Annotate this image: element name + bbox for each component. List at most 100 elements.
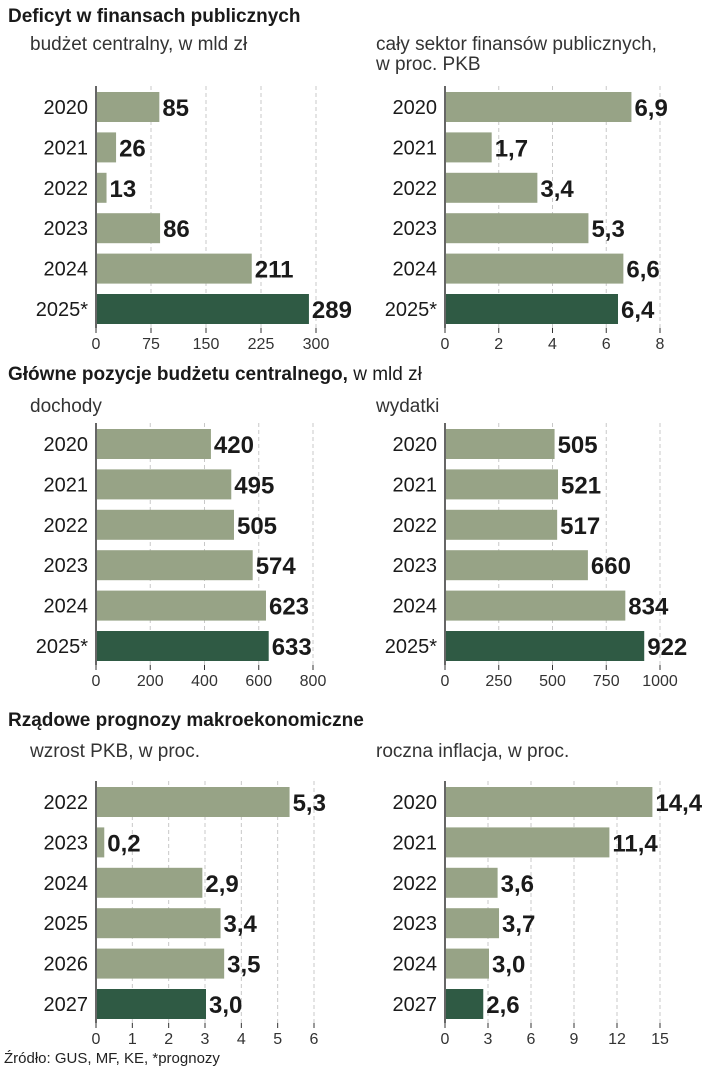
- tick-label: 0: [441, 336, 450, 353]
- bar: [446, 590, 626, 621]
- category-label: 2022: [393, 178, 438, 200]
- chart-panel-2: dochody 0 200 400 600 800 2020 420 2021 495 2022 50…: [30, 396, 326, 690]
- chart-panel-1: cały sektor finansów publicznych,w proc.…: [375, 34, 668, 353]
- tick-label: 6: [310, 1031, 319, 1048]
- tick-label: 8: [656, 336, 665, 353]
- category-label: 2024: [44, 873, 89, 895]
- tick-label: 225: [248, 336, 275, 353]
- tick-label: 12: [608, 1031, 626, 1048]
- data-label: 2,6: [486, 992, 519, 1019]
- data-label: 2,9: [205, 871, 238, 898]
- tick-label: 400: [191, 673, 218, 690]
- tick-label: 0: [92, 673, 101, 690]
- bar: [97, 92, 160, 122]
- tick-label: 2: [494, 336, 503, 353]
- tick-label: 0: [92, 1031, 101, 1048]
- data-label: 5,3: [293, 790, 326, 817]
- chart-subtitle: roczna inflacja, w proc.: [376, 741, 569, 762]
- data-label: 0,2: [107, 830, 140, 857]
- bar: [97, 948, 225, 979]
- bar: [97, 867, 203, 898]
- bar: [97, 827, 105, 858]
- bar-highlight: [97, 631, 269, 661]
- chart-panel-5: roczna inflacja, w proc. 0 3 6 9 12 15 2020 14,4…: [376, 741, 703, 1048]
- data-label: 505: [558, 432, 598, 459]
- chart-panel-4: wzrost PKB, w proc. 0 1 2 3 4 5 6 2022 5,3 2023 0,2…: [29, 741, 326, 1048]
- source-note: Źródło: GUS, MF, KE, *prognozy: [4, 1050, 220, 1067]
- bar: [97, 253, 252, 284]
- data-label: 3,4: [224, 911, 258, 938]
- bar: [97, 429, 211, 459]
- bar: [446, 827, 610, 858]
- tick-label: 6: [527, 1031, 536, 1048]
- data-label: 834: [628, 594, 669, 621]
- tick-label: 1000: [642, 673, 678, 690]
- chart-subtitle: cały sektor finansów publicznych,: [376, 34, 657, 55]
- chart-panel-0: budżet centralny, w mld zł 0 75 150 225 300 20…: [30, 34, 352, 353]
- category-label: 2024: [393, 596, 438, 618]
- category-label: 2024: [44, 596, 89, 618]
- chart-subtitle: wydatki: [375, 396, 439, 417]
- tick-label: 75: [142, 336, 160, 353]
- tick-label: 200: [137, 673, 164, 690]
- tick-label: 300: [303, 336, 330, 353]
- data-label: 3,6: [501, 871, 534, 898]
- chart-subtitle: w proc. PKB: [375, 54, 481, 75]
- bar: [97, 590, 266, 621]
- tick-label: 500: [539, 673, 566, 690]
- bar: [446, 509, 558, 540]
- category-label: 2025*: [385, 299, 437, 321]
- data-label: 3,7: [502, 911, 535, 938]
- data-label: 85: [162, 95, 189, 122]
- bar: [446, 867, 498, 898]
- bar: [446, 550, 588, 581]
- bar-highlight: [446, 989, 484, 1019]
- category-label: 2022: [393, 873, 438, 895]
- tick-label: 0: [441, 673, 450, 690]
- category-label: 2023: [44, 218, 89, 240]
- data-label: 420: [214, 432, 254, 459]
- bar: [446, 172, 538, 203]
- category-label: 2020: [44, 434, 89, 456]
- chart-subtitle: wzrost PKB, w proc.: [29, 741, 200, 762]
- bar: [97, 509, 234, 540]
- bar: [446, 948, 489, 979]
- bar: [97, 908, 221, 939]
- bar: [446, 787, 653, 817]
- tick-label: 6: [602, 336, 611, 353]
- category-label: 2022: [44, 515, 89, 537]
- category-label: 2023: [393, 218, 438, 240]
- tick-label: 800: [300, 673, 327, 690]
- category-label: 2025*: [385, 636, 437, 658]
- bar: [97, 787, 290, 817]
- data-label: 660: [591, 553, 631, 580]
- tick-label: 150: [193, 336, 220, 353]
- tick-label: 600: [245, 673, 272, 690]
- tick-label: 3: [484, 1031, 493, 1048]
- category-label: 2026: [44, 954, 89, 976]
- category-label: 2023: [44, 555, 89, 577]
- data-label: 289: [312, 297, 352, 324]
- data-label: 505: [237, 513, 277, 540]
- bar: [97, 132, 117, 163]
- category-label: 2022: [44, 792, 89, 814]
- bar: [97, 550, 253, 581]
- category-label: 2021: [393, 137, 438, 159]
- bar-highlight: [446, 631, 645, 661]
- data-label: 11,4: [612, 830, 658, 857]
- section-title-budget-items: Główne pozycje budżetu centralnego, w ml…: [8, 364, 422, 385]
- data-label: 6,6: [626, 257, 659, 284]
- category-label: 2024: [44, 259, 89, 281]
- data-label: 211: [255, 257, 294, 284]
- tick-label: 250: [485, 673, 512, 690]
- tick-label: 5: [273, 1031, 282, 1048]
- category-label: 2025*: [36, 299, 88, 321]
- tick-label: 4: [237, 1031, 246, 1048]
- category-label: 2021: [393, 474, 438, 496]
- category-label: 2024: [393, 954, 438, 976]
- category-label: 2024: [393, 259, 438, 281]
- data-label: 623: [269, 594, 309, 621]
- tick-label: 750: [593, 673, 620, 690]
- category-label: 2020: [393, 97, 438, 119]
